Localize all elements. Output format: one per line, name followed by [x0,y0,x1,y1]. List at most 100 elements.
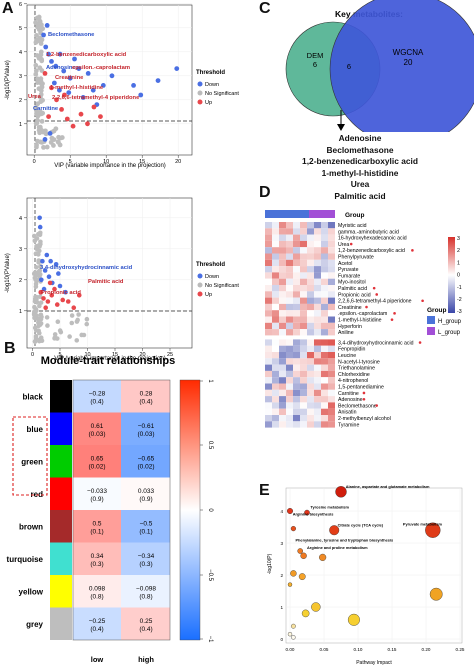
point-up [70,123,76,129]
heatmap-cell [286,402,293,409]
arrow-head [337,124,345,131]
heatmap-cell [321,278,328,285]
module-label-yellow: yellow [19,587,44,596]
pathway-bubble [287,582,293,587]
panel-label-a: A [2,0,14,17]
heatmap-cell [265,266,272,273]
heatmap-cell [272,339,279,346]
heatmap-cell [286,322,293,330]
heatmap-cell [293,316,300,323]
cell-low-p: (0.03) [89,431,106,438]
y-ticks: 1 2 3 4 5 6 [19,2,27,128]
heatmap-cell [279,377,286,384]
point-ns [34,313,39,318]
point-ns [81,332,87,338]
legend-ns: No Significant [205,91,239,97]
cell-low-blue [73,412,121,445]
heatmap-cell [279,322,286,330]
heatmap-cell [321,310,328,317]
scale-tick: -1 [457,285,462,291]
point-down [76,66,82,71]
cell-low-p: (0.8) [90,593,103,600]
heatmap-cell [279,291,286,298]
heatmap-cell [307,329,314,336]
heatmap-cell [265,421,272,428]
heatmap-cell [328,247,335,254]
heatmap-cell [300,408,307,415]
point-ns [75,317,80,323]
heatmap-cell [321,316,328,323]
heatmap-cell [293,228,300,235]
group-bar-l [309,210,335,218]
heatmap-cell [265,408,272,415]
heatmap-cell [321,364,328,371]
heatmap-cell [279,228,286,235]
point-down [43,44,49,50]
key-metabolite-marker [390,318,394,321]
module-swatch-yellow [50,575,72,608]
heatmap-cell [300,322,307,330]
heatmap-cell [279,421,286,428]
heatmap-cell [265,228,272,235]
heatmap-cell [272,329,279,336]
heatmap-cell [279,247,286,254]
heatmap-cell [328,408,335,415]
legend-up-dot [197,291,203,297]
heatmap-cell [293,402,300,409]
x-tick: 0.20 [422,647,431,652]
heatmap-cell [328,310,335,317]
legend-up: Up [205,292,212,298]
point-ns [38,300,44,305]
heatmap-cell [314,316,321,323]
cell-high-p: (0.1) [139,528,152,535]
key-metabolite-marker [375,404,378,407]
heatmap-cell [293,222,300,229]
key-metabolite-marker [393,312,396,315]
heatmap-cell [293,297,300,304]
point-down [37,215,42,221]
metabolite-item: Beclomethasone [326,144,394,155]
legend-title: Threshold [196,262,225,268]
heatmap-cell [265,291,272,298]
heatmap-row-label: .epsilon.-caprolactam [338,311,387,317]
heatmap-row-label: Urea [338,242,349,248]
point-up [78,111,84,117]
point-ns [35,117,40,123]
point-ns [44,315,50,320]
heatmap-cell [279,297,286,304]
legend-ns-dot [197,282,203,288]
heatmap-cell [265,247,272,254]
point-down [47,131,53,136]
point-up [52,286,57,292]
heatmap-cell [328,303,335,311]
point-down [63,289,68,295]
panel-label-d: D [259,184,271,201]
point-down [85,71,91,76]
heatmap-cell [307,389,314,397]
cell-low-value: −0.033 [87,488,107,495]
point-label: 1-methyl-l-histidine [50,85,104,91]
heatmap-cell [300,364,307,371]
cell-low-p: (0.1) [90,528,103,535]
heatmap-cell [272,266,279,273]
heatmap-cell [265,303,272,311]
heatmap-cell [272,310,279,317]
heatmap-cell [272,408,279,415]
heatmap-cell [265,383,272,390]
point-down [53,63,59,69]
pathway-bubble [287,631,293,637]
heatmap-cell [321,358,328,365]
pathway-bubble [429,587,443,601]
heatmap-cell [321,285,328,292]
heatmap-cell [286,278,293,285]
x-axis-label: VIP (variable importance in the projecti… [54,163,166,169]
point-down [109,73,115,79]
point-down [57,283,63,289]
heatmap-cell [265,259,272,267]
cell-low-value: −0.28 [89,390,106,397]
key-metabolite-marker [372,286,376,290]
heatmap-cell [300,310,307,317]
cell-low-p: (0.9) [90,496,103,503]
point-down [138,92,144,98]
scale-tick: 0 [207,508,213,512]
